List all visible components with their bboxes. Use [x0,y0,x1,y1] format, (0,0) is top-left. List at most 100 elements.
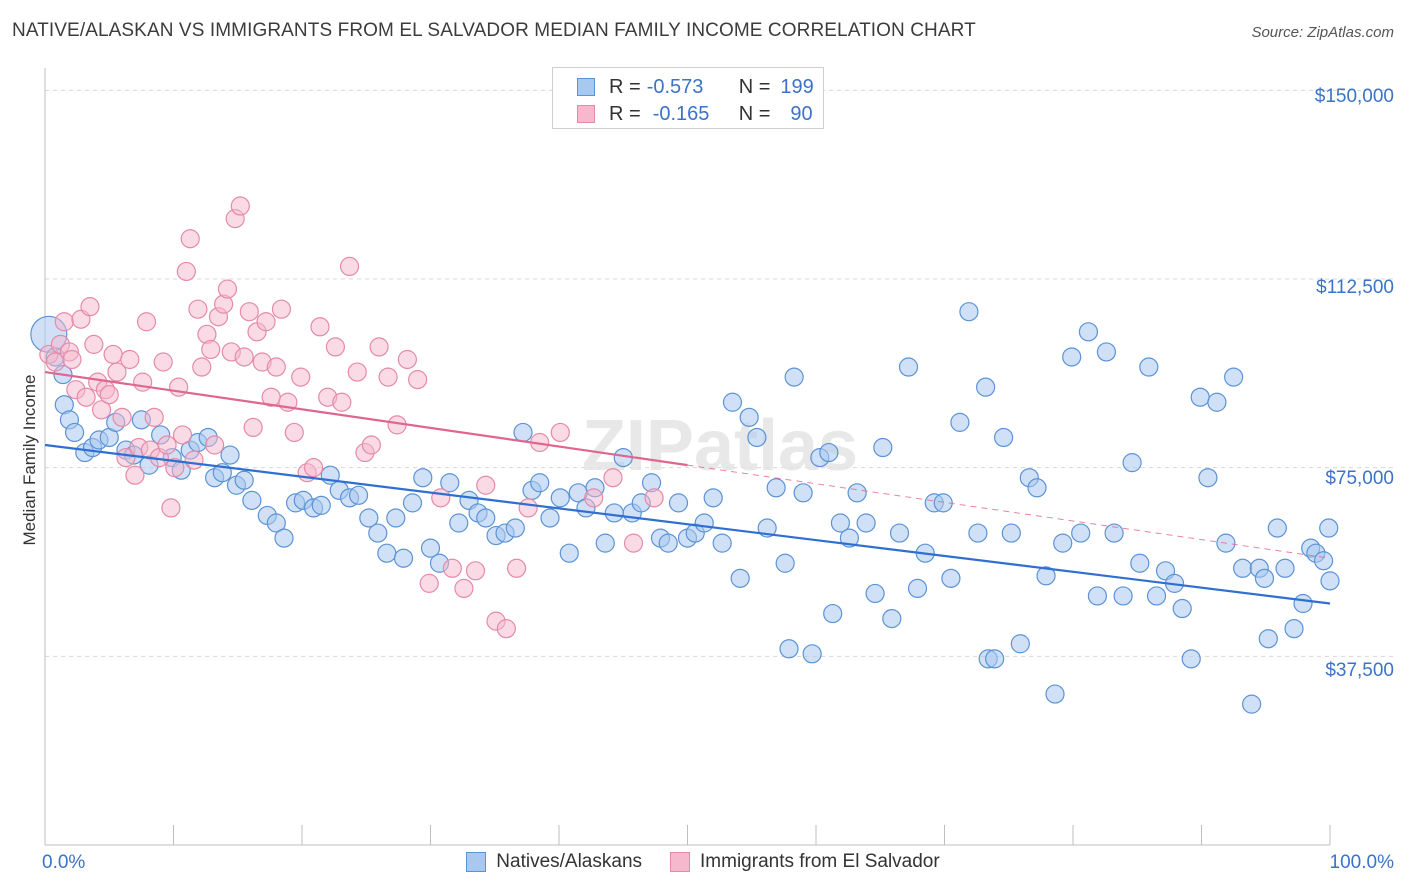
data-point-natives [739,407,759,427]
data-point-immigrants [205,435,225,455]
data-point-immigrants [169,377,189,397]
axes [44,68,1331,846]
data-point-natives [730,568,750,588]
data-point-immigrants [454,578,474,599]
data-point-natives [1087,586,1108,606]
data-point-natives [1284,619,1304,639]
data-point-natives [1181,649,1201,669]
y-tick-label: $75,000 [1325,468,1394,489]
data-point-natives [784,367,804,387]
data-point-immigrants [339,256,360,277]
pink-swatch [670,852,691,872]
data-point-natives [703,488,723,508]
data-point-immigrants [217,279,238,299]
data-point-natives [1146,586,1167,606]
data-point-immigrants [378,367,398,387]
data-point-natives [847,483,867,503]
x-tick-label-min: 0.0% [42,852,86,873]
data-point-natives [402,493,423,513]
data-point-immigrants [234,347,254,367]
data-point-natives [1233,558,1253,578]
data-point-natives [1104,523,1124,543]
data-point-immigrants [310,317,330,337]
data-point-natives [802,644,822,664]
blue-swatch [577,78,595,96]
data-point-natives [1224,367,1244,387]
data-point-natives [1045,684,1065,704]
y-tick-label: $150,000 [1314,86,1394,107]
data-point-immigrants [518,498,538,518]
y-axis-label: Median Family Income [20,374,39,546]
data-point-immigrants [180,229,200,249]
data-point-natives [907,578,928,599]
data-point-immigrants [192,357,212,377]
data-point-natives [933,493,953,513]
chart-title: NATIVE/ALASKAN VS IMMIGRANTS FROM EL SAL… [12,20,976,41]
data-point-natives [779,639,799,659]
data-point-immigrants [125,465,145,485]
data-point-immigrants [176,261,196,282]
grid-lines [45,89,1395,657]
data-point-immigrants [266,357,286,377]
data-point-natives [505,518,525,538]
source-label: Source: ZipAtlas.com [1251,24,1394,41]
data-point-natives [1320,571,1340,591]
watermark: ZIPatlas [582,406,858,486]
data-point-natives [274,528,294,548]
data-point-immigrants [201,339,221,360]
data-point-immigrants [188,299,208,319]
data-point-immigrants [133,372,153,392]
data-point-natives [830,513,851,533]
data-point-immigrants [107,362,127,382]
legend-row-immigrants: R = -0.165 N = 90 [577,102,813,126]
data-point-immigrants [172,425,193,445]
data-point-natives [550,488,570,508]
data-point-immigrants [76,387,96,407]
data-point-natives [1053,533,1073,553]
trend-lines-front [44,370,1331,605]
n-label: N = [738,75,771,98]
data-point-immigrants [419,573,439,593]
data-point-immigrants [84,334,104,354]
data-point-immigrants [442,558,462,578]
data-point-natives [266,513,286,533]
data-point-natives [882,608,902,629]
data-point-immigrants [54,312,74,332]
data-point-natives [1313,551,1334,571]
data-point-immigrants [136,312,157,332]
data-point-immigrants [284,422,304,443]
data-point-immigrants [161,498,181,518]
data-point-immigrants [476,475,496,495]
data-point-natives [941,568,961,588]
trend-line-natives [44,443,1331,605]
legend-row-natives: R = -0.573 N = 199 [577,75,814,99]
data-point-natives [1267,518,1287,538]
data-point-natives [440,473,460,493]
legend-label: Immigrants from El Salvador [700,851,940,872]
data-point-natives [595,533,615,553]
data-point-immigrants [325,337,346,357]
data-point-natives [1254,568,1275,588]
data-point-immigrants [91,400,112,420]
data-point-immigrants [623,533,644,553]
y-tick-label: $112,500 [1316,277,1394,298]
data-point-natives [1190,387,1210,407]
data-point-natives [766,478,786,498]
data-point-natives [377,543,397,563]
legend-item-immigrants: Immigrants from El Salvador [670,851,940,873]
data-point-natives [530,473,550,493]
data-point-immigrants [408,370,428,390]
data-point-natives [604,503,624,523]
data-point-natives [1001,523,1021,543]
data-point-natives [1036,566,1056,586]
n-value: 199 [780,75,814,98]
data-point-immigrants [584,488,604,508]
data-point-natives [1122,453,1142,473]
data-point-natives [819,442,839,463]
data-point-immigrants [431,488,451,508]
data-point-natives [540,508,560,528]
data-point-natives [985,649,1005,669]
data-point-natives [413,468,433,488]
data-point-natives [712,533,732,553]
